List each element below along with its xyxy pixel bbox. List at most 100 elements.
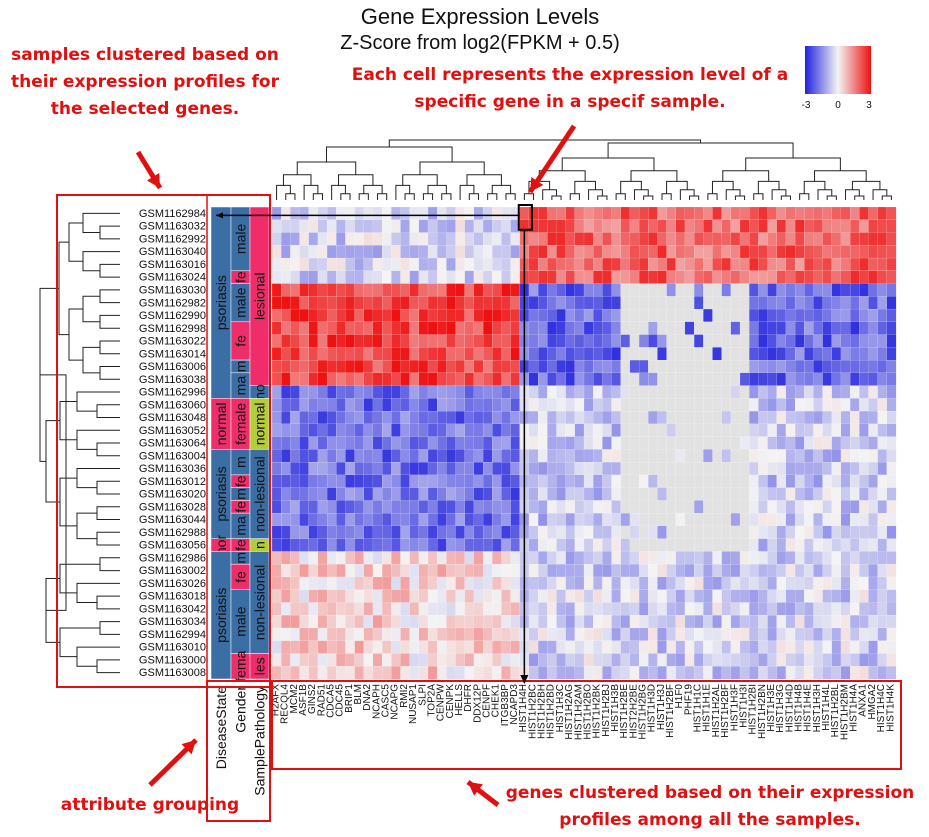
heatmap-cell bbox=[308, 232, 319, 246]
heatmap-cell bbox=[712, 615, 722, 629]
heatmap-cell bbox=[556, 296, 566, 310]
heatmap-cell bbox=[345, 334, 355, 348]
heatmap-cell bbox=[308, 627, 319, 641]
heatmap-cell bbox=[382, 513, 392, 527]
heatmap-cell bbox=[400, 296, 410, 310]
heatmap-cell bbox=[446, 296, 456, 310]
heatmap-cell bbox=[455, 436, 465, 450]
heatmap-cell bbox=[703, 513, 713, 527]
attribute-segment-label: m bbox=[233, 361, 249, 373]
heatmap-cell bbox=[886, 449, 897, 463]
heatmap-cell bbox=[767, 232, 777, 246]
heatmap-cell bbox=[290, 219, 300, 233]
heatmap-cell bbox=[822, 666, 832, 680]
heatmap-cell bbox=[510, 487, 520, 501]
column-label: HIST1H2BF bbox=[720, 684, 731, 738]
heatmap-cell bbox=[813, 347, 823, 361]
heatmap-cell bbox=[455, 666, 465, 680]
heatmap-cell bbox=[354, 334, 364, 348]
heatmap-cell bbox=[556, 462, 566, 476]
heatmap-cell bbox=[739, 487, 750, 501]
heatmap-cell bbox=[721, 500, 732, 514]
heatmap-cell bbox=[602, 487, 612, 501]
heatmap-cell bbox=[620, 411, 631, 425]
heatmap-cell bbox=[638, 245, 649, 259]
heatmap-cell bbox=[877, 564, 888, 578]
heatmap-cell bbox=[437, 219, 447, 233]
heatmap-cell bbox=[271, 602, 282, 616]
heatmap-cell bbox=[629, 411, 640, 425]
heatmap-cell bbox=[336, 411, 346, 425]
heatmap-cell bbox=[850, 589, 860, 603]
heatmap-cell bbox=[547, 385, 557, 399]
heatmap-cell bbox=[510, 602, 520, 616]
heatmap-cell bbox=[831, 206, 842, 220]
heatmap-cell bbox=[703, 423, 713, 437]
heatmap-cell bbox=[602, 411, 612, 425]
heatmap-cell bbox=[813, 257, 823, 272]
heatmap-cell bbox=[657, 232, 667, 246]
heatmap-cell bbox=[336, 206, 346, 220]
heatmap-cell bbox=[455, 500, 465, 514]
heatmap-cell bbox=[703, 666, 713, 680]
heatmap-cell bbox=[473, 334, 484, 348]
samples-cluster-note: samples clustered based on their express… bbox=[11, 45, 279, 119]
heatmap-cell bbox=[382, 627, 392, 641]
heatmap-cell bbox=[528, 615, 539, 629]
heatmap-cell bbox=[271, 283, 282, 297]
heatmap-cell bbox=[629, 564, 640, 578]
heatmap-cell bbox=[749, 270, 759, 284]
heatmap-cell bbox=[739, 334, 750, 348]
heatmap-cell bbox=[382, 385, 392, 399]
heatmap-cell bbox=[464, 334, 475, 348]
heatmap-cell bbox=[437, 372, 447, 386]
heatmap-cell bbox=[308, 308, 319, 323]
heatmap-cell bbox=[611, 296, 621, 310]
heatmap-cell bbox=[804, 513, 814, 527]
heatmap-cell bbox=[400, 666, 410, 680]
heatmap-cell bbox=[620, 576, 631, 590]
heatmap-cell bbox=[446, 538, 456, 552]
heatmap-cell bbox=[308, 474, 319, 488]
heatmap-cell bbox=[556, 206, 566, 220]
heatmap-cell bbox=[363, 525, 374, 539]
heatmap-cell bbox=[840, 627, 851, 641]
heatmap-cell bbox=[593, 564, 603, 578]
heatmap-cell bbox=[418, 321, 429, 335]
heatmap-cell bbox=[620, 206, 631, 220]
row-label: GSM1163036 bbox=[139, 463, 206, 475]
heatmap-cell bbox=[749, 385, 759, 399]
heatmap-cell bbox=[528, 640, 539, 654]
heatmap-cell bbox=[877, 360, 888, 374]
heatmap-cell bbox=[886, 653, 897, 667]
heatmap-cell bbox=[767, 449, 777, 463]
heatmap-cell bbox=[629, 525, 640, 539]
heatmap-cell bbox=[611, 462, 621, 476]
heatmap-cell bbox=[308, 270, 319, 284]
row-label: GSM1163004 bbox=[139, 450, 206, 462]
heatmap-cell bbox=[785, 372, 796, 386]
heatmap-cell bbox=[556, 564, 566, 578]
heatmap-cell bbox=[464, 538, 475, 552]
heatmap-cell bbox=[336, 666, 346, 680]
heatmap-cell bbox=[464, 627, 475, 641]
heatmap-cell bbox=[657, 245, 667, 259]
heatmap-cell bbox=[308, 321, 319, 335]
heatmap-cell bbox=[868, 564, 878, 578]
heatmap-cell bbox=[281, 500, 291, 514]
heatmap-cell bbox=[868, 411, 878, 425]
heatmap-cell bbox=[776, 615, 787, 629]
heatmap-cell bbox=[739, 385, 750, 399]
heatmap-cell bbox=[712, 283, 722, 297]
heatmap-cell bbox=[281, 666, 291, 680]
heatmap-cell bbox=[813, 334, 823, 348]
heatmap-cell bbox=[602, 219, 612, 233]
heatmap-cell bbox=[620, 296, 631, 310]
heatmap-cell bbox=[822, 398, 832, 412]
heatmap-cell bbox=[850, 538, 860, 552]
heatmap-cell bbox=[565, 232, 576, 246]
heatmap-cell bbox=[831, 257, 842, 272]
heatmap-cell bbox=[831, 436, 842, 450]
heatmap-cell bbox=[611, 385, 621, 399]
heatmap-cell bbox=[400, 500, 410, 514]
